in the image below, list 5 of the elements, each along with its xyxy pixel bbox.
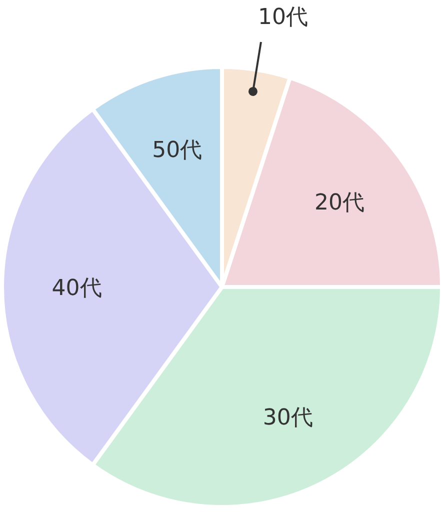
slice-label: 10代 — [258, 5, 308, 30]
slice-label: 20代 — [314, 190, 364, 216]
slice-label: 30代 — [262, 405, 313, 430]
slice-label: 50代 — [152, 138, 202, 163]
slice-label: 40代 — [52, 276, 102, 301]
